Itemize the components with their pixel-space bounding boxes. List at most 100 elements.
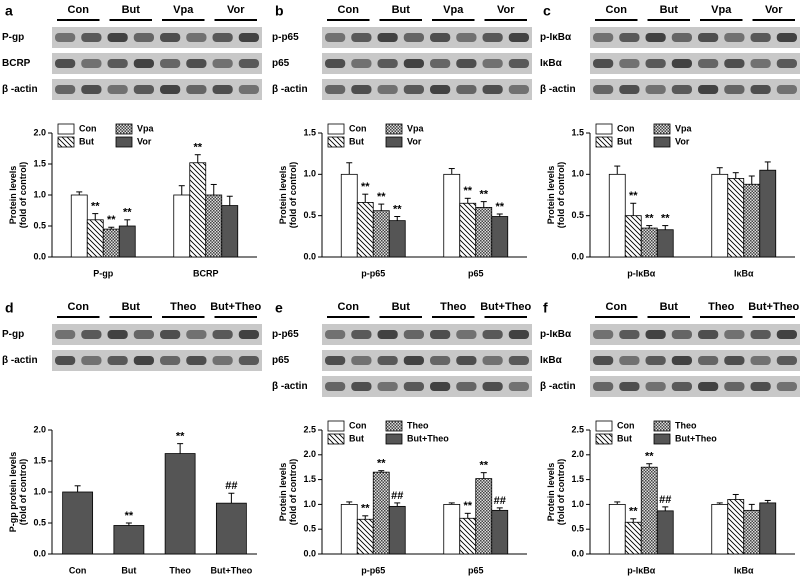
- blot-band: [238, 33, 259, 42]
- legend-swatch: [653, 420, 671, 432]
- y-tick-label: 0.0: [33, 251, 46, 261]
- significance-label: **: [377, 191, 386, 203]
- bar: [388, 505, 406, 555]
- blot-band: [724, 330, 745, 339]
- y-tick-label: 1.0: [303, 169, 316, 179]
- blot-band: [750, 330, 771, 339]
- blot-strip: [52, 79, 262, 100]
- blot-band: [619, 59, 640, 68]
- blot-band: [325, 33, 346, 42]
- group-label: Con: [68, 4, 90, 16]
- blot-band: [81, 356, 102, 365]
- blot-band: [619, 382, 640, 391]
- legend-swatch: [595, 420, 613, 432]
- bar: [624, 521, 642, 555]
- blot-band: [776, 356, 797, 365]
- y-tick-label: 0.5: [303, 210, 316, 220]
- blot-band: [351, 33, 372, 42]
- blot-band: [645, 330, 666, 339]
- blot-band: [351, 330, 372, 339]
- blot-band: [81, 59, 102, 68]
- group-label: But+Theo: [748, 301, 799, 313]
- bar: [656, 229, 674, 258]
- y-tick-label: 0.0: [571, 251, 584, 261]
- legend-label: But: [79, 136, 94, 146]
- bar: [727, 178, 745, 258]
- bar: [372, 210, 390, 258]
- y-tick-label: 0.0: [303, 548, 316, 558]
- group-label: Vor: [227, 4, 245, 16]
- blot-band: [238, 330, 259, 339]
- blot-band: [377, 59, 398, 68]
- blot-row-label: p-p65: [272, 32, 299, 43]
- bar: [388, 220, 406, 258]
- blot-band: [107, 33, 128, 42]
- blot-band: [671, 59, 692, 68]
- legend-label: Theo: [407, 420, 429, 430]
- y-tick-label: 1.0: [33, 486, 46, 496]
- legend-swatch: [115, 123, 133, 135]
- panel-letter: d: [5, 300, 14, 316]
- blot-band: [133, 33, 154, 42]
- y-axis-title-line: (fold of control): [288, 162, 298, 228]
- legend-label: But+Theo: [675, 433, 717, 443]
- legend-label: Con: [349, 420, 367, 430]
- y-axis-title-line: (fold of control): [288, 459, 298, 525]
- y-axis-title: Protein levels(fold of control): [278, 459, 298, 525]
- blot-band: [212, 33, 233, 42]
- blot-band: [482, 330, 503, 339]
- blot-band: [160, 356, 181, 365]
- blot-band: [186, 330, 207, 339]
- x-tick-label: Con: [69, 565, 87, 575]
- blot-band: [55, 59, 76, 68]
- significance-label: ##: [659, 494, 671, 506]
- blot-band: [238, 59, 259, 68]
- x-tick-label: IκBα: [734, 268, 754, 278]
- blot-band: [377, 356, 398, 365]
- blot-band: [430, 330, 451, 339]
- blot-band: [645, 356, 666, 365]
- bar: [475, 478, 493, 555]
- group-label: Vor: [497, 4, 515, 16]
- y-tick-label: 2.0: [571, 449, 584, 459]
- x-tick-label: p-p65: [361, 565, 385, 575]
- x-tick-label: Theo: [169, 565, 191, 575]
- significance-label: ##: [225, 480, 237, 492]
- significance-label: **: [377, 458, 386, 470]
- blot-band: [776, 59, 797, 68]
- blot-band: [750, 33, 771, 42]
- legend-label: But+Theo: [407, 433, 449, 443]
- blot-band: [456, 356, 477, 365]
- blot-band: [671, 85, 692, 94]
- blot-band: [55, 33, 76, 42]
- blot-band: [724, 85, 745, 94]
- legend-swatch: [653, 433, 671, 445]
- x-tick-label: p65: [468, 268, 484, 278]
- blot-band: [133, 330, 154, 339]
- blot-band: [377, 330, 398, 339]
- y-tick-label: 0.0: [571, 548, 584, 558]
- y-axis-title: P-gp protein levels(fold of control): [8, 452, 28, 533]
- blot-band: [403, 59, 424, 68]
- significance-label: **: [107, 214, 116, 226]
- blot-strip: [52, 350, 262, 371]
- blot-band: [482, 382, 503, 391]
- group-label: Con: [338, 301, 360, 313]
- bar: [221, 205, 239, 258]
- blot-band: [619, 33, 640, 42]
- panel-letter: f: [543, 300, 548, 316]
- bar: [608, 173, 626, 258]
- bar: [743, 509, 761, 555]
- bar: [743, 183, 761, 258]
- group-label: But+Theo: [210, 301, 261, 313]
- significance-label: **: [125, 510, 134, 522]
- legend-swatch: [653, 136, 671, 148]
- significance-label: **: [629, 506, 638, 518]
- y-tick-label: 0.5: [33, 220, 46, 230]
- x-tick-label: BCRP: [193, 268, 219, 278]
- significance-label: **: [463, 185, 472, 197]
- blot-band: [645, 33, 666, 42]
- group-label: But: [392, 4, 411, 16]
- significance-label: **: [479, 460, 488, 472]
- y-axis-title-line: Protein levels: [8, 166, 18, 225]
